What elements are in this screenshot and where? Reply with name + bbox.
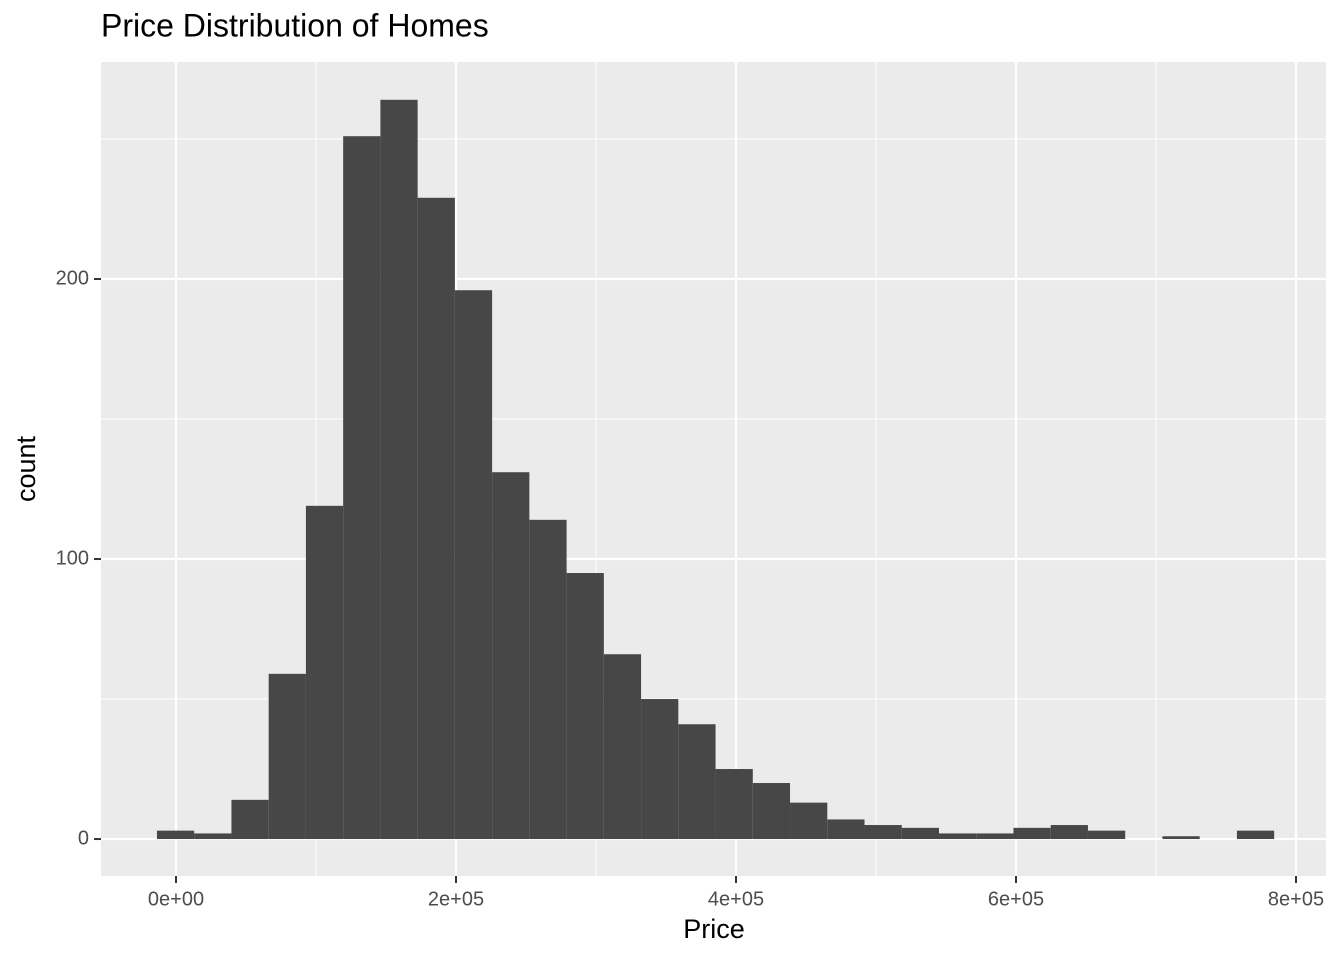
y-tick-label: 100 bbox=[56, 547, 89, 569]
bar bbox=[492, 472, 530, 840]
bar bbox=[715, 769, 753, 840]
bar bbox=[790, 802, 828, 840]
bar bbox=[380, 99, 418, 840]
bar bbox=[529, 519, 567, 840]
x-tick-label: 0e+00 bbox=[148, 888, 204, 910]
bar bbox=[231, 799, 269, 840]
x-tick-label: 4e+05 bbox=[708, 888, 764, 910]
bar bbox=[1087, 830, 1126, 840]
bar bbox=[901, 827, 939, 840]
bar bbox=[566, 573, 604, 840]
bar bbox=[194, 833, 232, 840]
bar bbox=[454, 290, 493, 840]
bar bbox=[864, 825, 902, 840]
y-tick-label: 200 bbox=[56, 267, 89, 289]
chart-title: Price Distribution of Homes bbox=[101, 7, 489, 43]
bar bbox=[641, 699, 679, 840]
bar bbox=[752, 783, 791, 840]
bar bbox=[976, 833, 1014, 840]
bar bbox=[268, 673, 306, 840]
bar bbox=[1050, 825, 1088, 840]
bar bbox=[938, 833, 977, 840]
x-tick-label: 2e+05 bbox=[428, 888, 484, 910]
bar bbox=[827, 819, 865, 840]
bar bbox=[1013, 827, 1051, 840]
bar bbox=[305, 505, 344, 840]
y-axis-label: count bbox=[11, 435, 41, 502]
x-tick-label: 8e+05 bbox=[1268, 888, 1324, 910]
x-tick-label: 6e+05 bbox=[988, 888, 1044, 910]
bar bbox=[603, 654, 642, 840]
bar bbox=[678, 724, 716, 840]
bar bbox=[156, 830, 195, 840]
bar bbox=[417, 197, 455, 840]
bar bbox=[343, 136, 381, 840]
bar bbox=[1236, 830, 1275, 840]
y-tick-label: 0 bbox=[78, 827, 89, 849]
bar bbox=[1162, 836, 1200, 840]
x-axis-label: Price bbox=[683, 914, 745, 944]
